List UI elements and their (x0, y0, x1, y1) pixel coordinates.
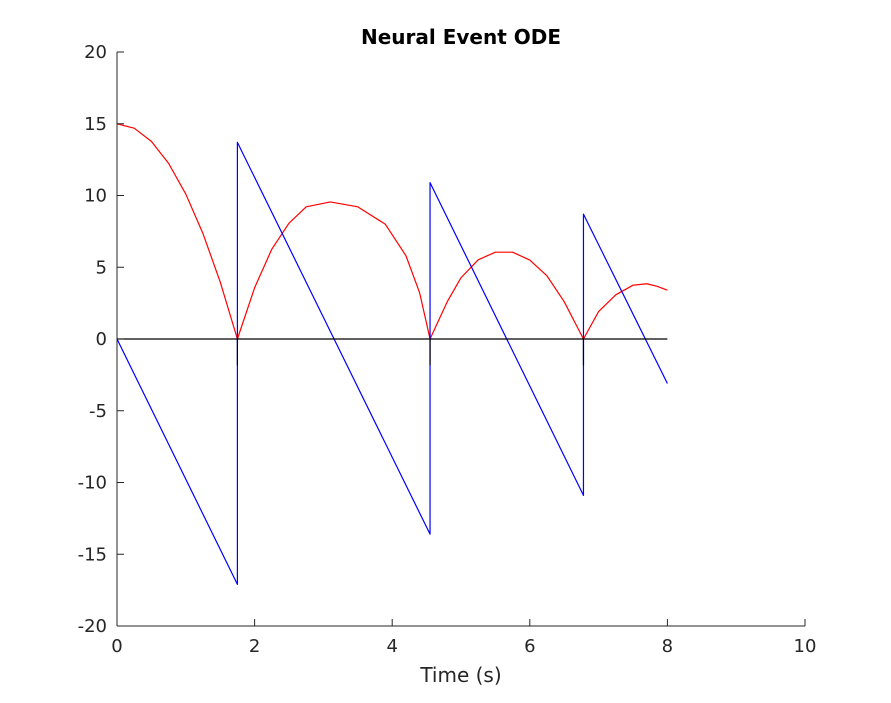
series-line-3 (117, 338, 668, 366)
y-tick-label: 10 (84, 186, 107, 207)
tick-layer: 0 2 4 6 8 10 -20 -15 -10 -5 0 5 10 15 20 (78, 42, 817, 657)
y-tick-label: 20 (84, 42, 107, 63)
chart-title: Neural Event ODE (361, 25, 561, 49)
x-tick-label: 8 (662, 636, 673, 657)
y-tick-label: -5 (89, 401, 107, 422)
x-tick-label: 4 (386, 636, 397, 657)
series-line-1 (116, 123, 668, 340)
y-tick-label: -15 (78, 544, 107, 565)
x-tick-label: 6 (524, 636, 535, 657)
y-tick-label: -10 (78, 473, 107, 494)
y-tick-label: 5 (96, 257, 107, 278)
series-line-2 (116, 141, 668, 585)
x-axis-title: Time (s) (419, 663, 501, 687)
y-tick-label: -20 (78, 616, 107, 637)
x-tick-label: 0 (111, 636, 122, 657)
y-tick-label: 0 (96, 329, 107, 350)
series-layer (116, 123, 668, 585)
x-tick-label: 10 (794, 636, 817, 657)
x-tick-label: 2 (249, 636, 260, 657)
y-tick-label: 15 (84, 114, 107, 135)
